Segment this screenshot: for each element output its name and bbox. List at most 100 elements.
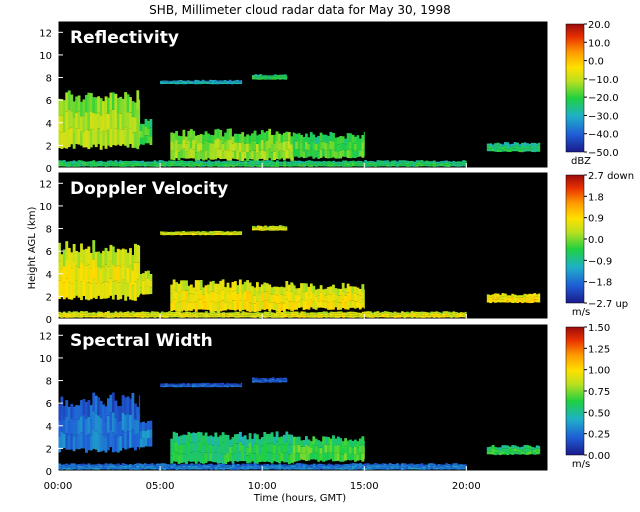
echo-cell [533,447,537,450]
echo-cell [410,313,414,316]
echo-cell [134,313,137,316]
echo-cell [62,100,66,116]
echo-cell [286,378,288,380]
echo-cell [393,467,397,470]
echo-cell [344,162,348,165]
echo-cell [211,383,215,385]
echo-cell [160,164,164,167]
echo-cell [292,148,296,157]
echo-cell [109,467,113,470]
echo-cell [383,311,387,314]
echo-cell [516,451,519,455]
echo-cell [319,285,323,293]
echo-cell [119,315,123,318]
echo-cell [134,434,137,451]
echo-cell [285,311,289,314]
echo-cell [319,441,323,448]
echo-cell [60,268,64,283]
echo-cell [300,299,303,308]
echo-cell [327,312,331,315]
echo-cell [315,466,318,468]
echo-cell [494,148,497,152]
echo-cell [356,160,360,163]
echo-cell [92,314,96,316]
echo-cell [337,315,341,318]
echo-cell [134,312,137,314]
echo-cell [265,443,269,453]
echo-cell [248,151,252,160]
echo-cell [307,286,311,295]
echo-cell [315,464,318,467]
echo-cell [309,283,313,292]
echo-cell [339,136,343,144]
echo-cell [217,160,221,163]
echo-cell [312,142,316,151]
colorbar-unit: m/s [572,307,590,318]
colorbar-tick-label: 0.75 [588,387,610,398]
echo-cell [325,313,328,316]
echo-cell [148,465,152,468]
echo-cell [256,466,260,468]
echo-cell [209,311,213,314]
echo-cell [97,251,101,267]
echo-cell [175,432,178,443]
echo-cell [336,452,340,461]
echo-cell [464,313,467,316]
echo-cell [351,447,355,454]
echo-cell [92,466,96,468]
echo-cell [209,165,213,167]
echo-cell [202,164,206,167]
echo-cell [141,313,145,316]
echo-cell [234,313,238,316]
echo-cell [185,136,188,144]
echo-cell [146,311,150,314]
echo-cell [273,286,276,295]
echo-cell [58,242,61,262]
echo-cell [244,313,247,316]
echo-cell [196,82,200,85]
echo-region [292,282,365,310]
echo-cell [254,463,257,466]
echo-cell [89,268,93,284]
echo-cell [168,311,172,314]
echo-cell [280,452,284,462]
echo-cell [312,463,316,466]
echo-cell [75,315,78,318]
echo-cell [229,160,233,163]
echo-cell [332,284,335,293]
echo-cell [218,81,222,83]
echo-cell [322,453,326,462]
echo-cell [530,300,534,303]
echo-cell [329,438,333,446]
echo-cell [87,246,91,265]
echo-cell [136,420,140,434]
echo-cell [513,300,517,303]
echo-cell [236,162,240,165]
echo-cell [307,314,311,316]
echo-cell [259,77,263,80]
echo-cell [259,378,263,380]
echo-cell [285,161,289,164]
echo-cell [223,81,227,83]
colorbar-tick-label: 1.50 [588,323,610,334]
echo-cell [239,464,243,467]
echo-cell [445,465,448,468]
echo-region [160,79,243,85]
echo-cell [114,162,118,165]
echo-cell [160,384,163,386]
echo-cell [221,300,225,311]
echo-cell [80,162,83,165]
echo-cell [221,231,225,233]
echo-cell [234,133,237,143]
echo-cell [224,314,228,316]
echo-cell [320,315,323,318]
echo-cell [334,311,338,314]
echo-cell [232,315,235,318]
echo-cell [374,467,377,470]
echo-cell [371,162,375,165]
echo-cell [376,313,380,316]
echo-cell [266,229,270,231]
echo-cell [205,163,208,165]
echo-cell [70,314,74,316]
echo-cell [143,463,147,466]
